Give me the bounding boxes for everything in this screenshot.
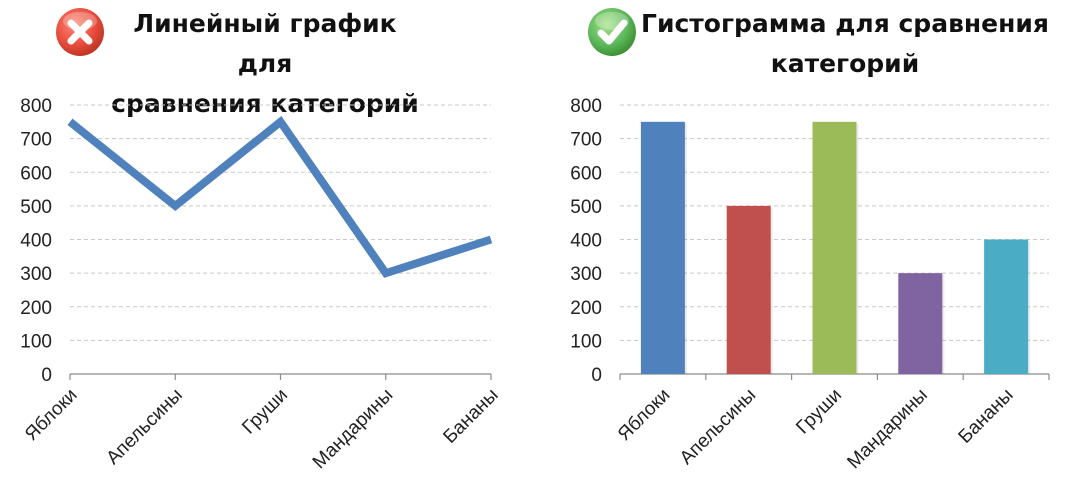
y-tick-label: 500 (20, 197, 52, 218)
y-tick-label: 800 (20, 96, 52, 117)
line-chart: 0 100 200 300 400 500 600 700 800 Яблоки Апельсины… (20, 96, 502, 473)
bar (812, 121, 857, 374)
bar (984, 239, 1029, 374)
right-chart-title: Гистограмма для сравнения категорий (640, 4, 1050, 84)
x-tick-label: Апельсины (103, 385, 187, 469)
green-check-icon (588, 8, 636, 56)
x-tick-label: Груши (792, 385, 846, 439)
y-tick-label: 200 (570, 298, 602, 319)
y-tick-label: 700 (20, 130, 52, 151)
y-tick-label: 200 (20, 298, 52, 319)
y-tick-label: 100 (570, 331, 602, 352)
line-series (67, 116, 493, 278)
x-tick-label: Яблоки (614, 385, 674, 445)
y-tick-label: 300 (570, 264, 602, 285)
y-tick-label: 500 (570, 197, 602, 218)
x-tick-label: Апельсины (676, 385, 760, 469)
bar (726, 205, 771, 374)
x-tick-label: Мандарины (843, 385, 931, 473)
red-cross-icon (56, 8, 104, 56)
y-tick-label: 700 (570, 130, 602, 151)
y-tick-label: 600 (20, 163, 52, 184)
x-tick-label: Груши (238, 385, 292, 439)
x-tick-label: Бананы (955, 385, 1018, 448)
y-tick-label: 0 (591, 365, 602, 386)
y-tick-label: 0 (41, 365, 52, 386)
y-tick-label: 800 (570, 96, 602, 117)
right-title-line1: Гистограмма для сравнения (641, 9, 1049, 38)
y-tick-label: 100 (20, 331, 52, 352)
y-tick-label: 400 (20, 231, 52, 252)
left-title-line2: сравнения категорий (111, 89, 419, 118)
x-tick-label: Мандарины (309, 385, 397, 473)
right-title-line2: категорий (770, 49, 920, 78)
bar (898, 273, 943, 374)
x-tick-label: Яблоки (21, 385, 81, 445)
bar-chart: 0 100 200 300 400 500 600 700 800 Яблоки Апельсины… (570, 96, 1050, 473)
left-title-line1: Линейный график для (133, 9, 397, 78)
y-tick-label: 600 (570, 163, 602, 184)
left-chart-title: Линейный график для сравнения категорий (110, 4, 420, 124)
y-tick-label: 400 (570, 231, 602, 252)
bar (640, 121, 685, 374)
y-tick-label: 300 (20, 264, 52, 285)
x-tick-label: Бананы (439, 385, 502, 448)
